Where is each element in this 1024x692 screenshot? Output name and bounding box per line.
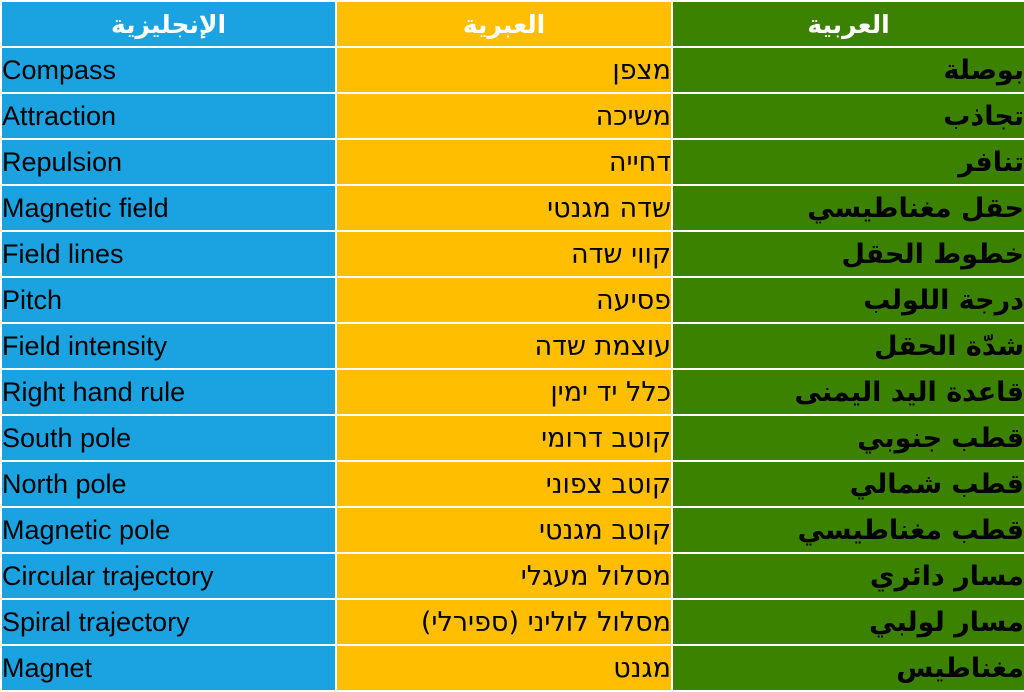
term-arabic: شدّة الحقل: [671, 322, 1024, 370]
term-row: Magnet מגנט مغناطيس: [0, 644, 1024, 692]
term-hebrew: קוטב דרומי: [335, 414, 673, 462]
term-row: North pole קוטב צפוני قطب شمالي: [0, 460, 1024, 508]
glossary-header: الإنجليزية العبرية العربية: [0, 0, 1024, 48]
term-hebrew: כלל יד ימין: [335, 368, 673, 416]
term-row: Spiral trajectory מסלול לוליני (ספירלי) مس…: [0, 598, 1024, 646]
term-hebrew: שדה מגנטי: [335, 184, 673, 232]
term-english: Pitch: [0, 276, 337, 324]
term-row: Pitch פסיעה درجة اللولب: [0, 276, 1024, 324]
term-english: Magnetic pole: [0, 506, 337, 554]
term-english: South pole: [0, 414, 337, 462]
term-hebrew: מצפן: [335, 46, 673, 94]
term-hebrew: דחייה: [335, 138, 673, 186]
term-row: Field intensity עוצמת שדה شدّة الحقل: [0, 322, 1024, 370]
term-arabic: بوصلة: [671, 46, 1024, 94]
term-english: Field intensity: [0, 322, 337, 370]
term-english: Field lines: [0, 230, 337, 278]
term-row: Compass מצפן بوصلة: [0, 46, 1024, 94]
term-arabic: حقل مغناطيسي: [671, 184, 1024, 232]
header-hebrew: العبرية: [335, 0, 673, 48]
term-hebrew: עוצמת שדה: [335, 322, 673, 370]
term-row: Magnetic field שדה מגנטי حقل مغناطيسي: [0, 184, 1024, 232]
term-arabic: قطب جنوبي: [671, 414, 1024, 462]
term-row: Right hand rule כלל יד ימין قاعدة اليد الي…: [0, 368, 1024, 416]
term-english: Attraction: [0, 92, 337, 140]
header-row: الإنجليزية العبرية العربية: [0, 0, 1024, 48]
term-row: Magnetic pole קוטב מגנטי قطب مغناطيسي: [0, 506, 1024, 554]
term-arabic: مسار لولبي: [671, 598, 1024, 646]
term-english: Repulsion: [0, 138, 337, 186]
term-english: Spiral trajectory: [0, 598, 337, 646]
term-arabic: درجة اللولب: [671, 276, 1024, 324]
term-row: Repulsion דחייה تنافر: [0, 138, 1024, 186]
glossary-body: Compass מצפן بوصلة Attraction משיכה تجاذب Repu…: [0, 46, 1024, 692]
term-arabic: قطب مغناطيسي: [671, 506, 1024, 554]
term-english: Compass: [0, 46, 337, 94]
term-arabic: خطوط الحقل: [671, 230, 1024, 278]
term-arabic: تجاذب: [671, 92, 1024, 140]
term-hebrew: קוטב מגנטי: [335, 506, 673, 554]
term-row: South pole קוטב דרומי قطب جنوبي: [0, 414, 1024, 462]
header-english: الإنجليزية: [0, 0, 337, 48]
term-row: Attraction משיכה تجاذب: [0, 92, 1024, 140]
term-english: Right hand rule: [0, 368, 337, 416]
term-row: Circular trajectory מסלול מעגלי مسار دائري: [0, 552, 1024, 600]
term-hebrew: קווי שדה: [335, 230, 673, 278]
term-arabic: قطب شمالي: [671, 460, 1024, 508]
term-hebrew: מסלול מעגלי: [335, 552, 673, 600]
term-arabic: مغناطيس: [671, 644, 1024, 692]
term-english: North pole: [0, 460, 337, 508]
term-hebrew: מסלול לוליני (ספירלי): [335, 598, 673, 646]
term-arabic: قاعدة اليد اليمنى: [671, 368, 1024, 416]
term-hebrew: פסיעה: [335, 276, 673, 324]
term-english: Magnet: [0, 644, 337, 692]
term-row: Field lines קווי שדה خطوط الحقل: [0, 230, 1024, 278]
term-english: Circular trajectory: [0, 552, 337, 600]
term-hebrew: קוטב צפוני: [335, 460, 673, 508]
term-hebrew: משיכה: [335, 92, 673, 140]
term-hebrew: מגנט: [335, 644, 673, 692]
term-arabic: تنافر: [671, 138, 1024, 186]
header-arabic: العربية: [671, 0, 1024, 48]
term-english: Magnetic field: [0, 184, 337, 232]
term-arabic: مسار دائري: [671, 552, 1024, 600]
